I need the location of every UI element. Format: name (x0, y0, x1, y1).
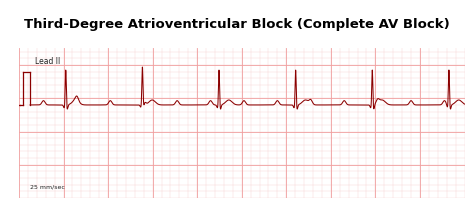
Text: Lead II: Lead II (35, 57, 60, 66)
Text: 25 mm/sec: 25 mm/sec (30, 185, 65, 190)
Text: Third-Degree Atrioventricular Block (Complete AV Block): Third-Degree Atrioventricular Block (Com… (24, 18, 450, 31)
